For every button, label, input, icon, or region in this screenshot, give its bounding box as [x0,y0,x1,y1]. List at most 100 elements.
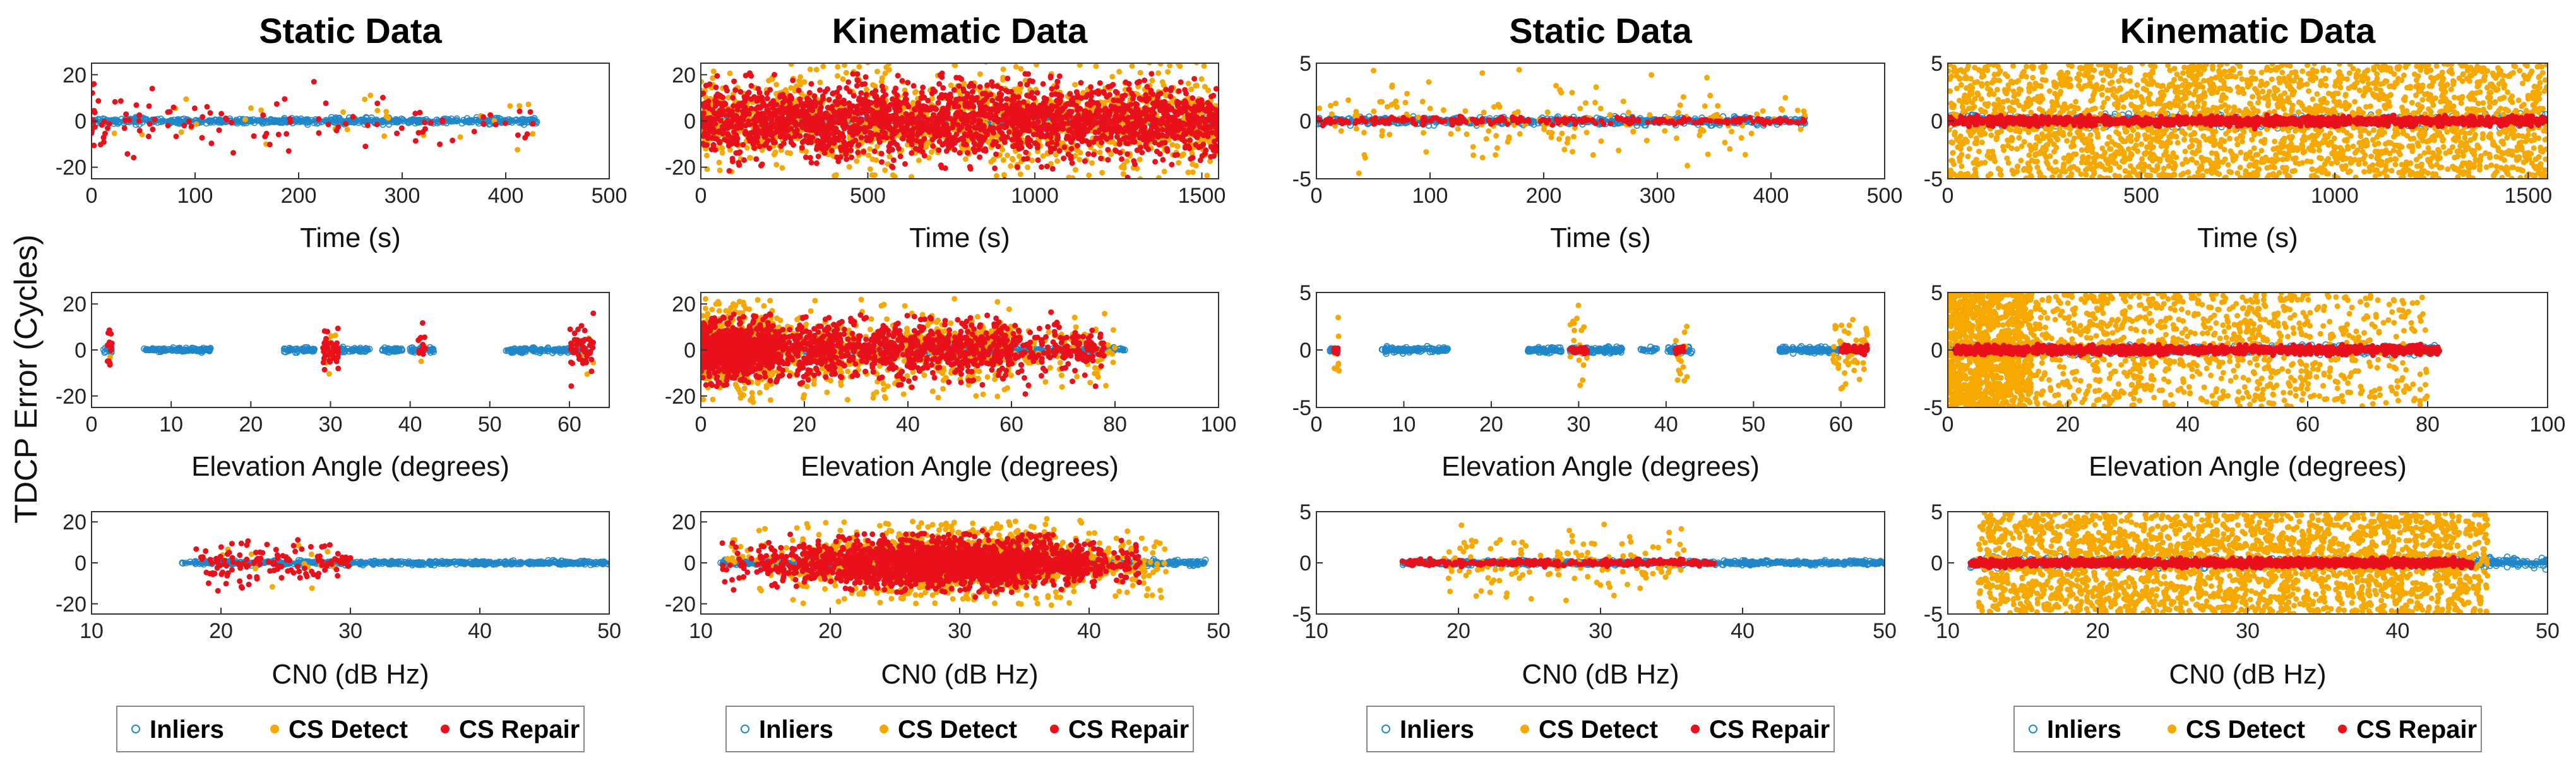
data-point [590,344,596,351]
data-point [1016,146,1022,152]
data-point [1205,87,1212,93]
data-point [862,74,869,80]
data-point [107,354,113,360]
data-point [374,121,380,128]
data-point [586,336,592,342]
data-point [200,114,206,120]
data-point [1027,78,1033,84]
x-tick-label: 50 [597,619,621,643]
data-point [991,130,996,136]
data-point [1016,153,1022,159]
data-point [1056,73,1063,80]
data-point [398,125,405,131]
x-tick-label: 0 [86,413,98,437]
figure-ylabel: TDCP Error (Cycles) [8,234,44,523]
data-point [294,563,301,570]
data-point [299,546,305,552]
data-point [1202,83,1208,90]
data-point [335,365,342,371]
y-tick-label: 20 [63,63,86,87]
data-point [897,154,903,160]
data-point [963,94,970,100]
data-point [439,117,446,123]
data-point [1190,169,1196,176]
y-tick-label: -20 [56,156,86,180]
data-point [394,130,400,136]
data-point [340,109,346,115]
data-point [229,555,236,561]
data-point [309,585,315,591]
data-point [1000,75,1006,81]
data-point [843,69,849,76]
data-point [280,553,286,559]
data-point [1142,77,1148,83]
data-point [207,110,213,116]
data-point [335,124,342,130]
data-point [1185,169,1191,176]
data-point [788,85,794,91]
data-point [784,150,790,156]
data-point [835,64,841,70]
data-point [808,160,814,166]
data-point [295,542,302,548]
data-point [1027,143,1034,150]
data-point [1156,142,1162,148]
data-point [290,570,297,576]
data-point [771,152,777,158]
data-point [862,124,868,131]
data-point [335,551,341,557]
data-point [1093,89,1099,95]
data-point [1000,66,1006,73]
data-point [584,353,590,359]
data-point [1139,150,1145,155]
data-point [221,561,227,567]
data-point [146,103,152,109]
data-point [420,351,426,357]
data-point [292,548,299,555]
data-point [527,109,534,115]
legend-box [116,706,585,752]
data-point [1109,73,1116,80]
data-point [492,121,499,128]
data-point [1213,148,1219,154]
data-point [1084,101,1090,107]
data-point [1097,80,1103,86]
data-point [1155,70,1162,76]
data-point [579,358,585,363]
data-point [316,570,322,577]
data-point [412,138,419,144]
data-point [92,130,95,136]
series-cs-repair [92,78,536,160]
data-point [1149,78,1155,83]
data-point [985,138,991,145]
data-point [303,570,309,577]
data-point [244,557,250,562]
y-tick-label: 0 [75,110,86,134]
data-point [778,147,784,154]
subplot-points [179,537,609,594]
data-point [1039,164,1044,170]
x-tick-label: 60 [558,413,581,437]
data-point [575,326,581,332]
data-point [1165,69,1171,75]
data-point [710,75,716,81]
data-point [744,145,750,151]
data-point [1073,115,1078,121]
data-point [374,100,381,107]
series-cs-repair [104,310,597,389]
data-point [328,349,335,355]
data-point [1201,63,1207,69]
data-point [320,345,326,351]
data-point [796,87,802,93]
data-point [266,142,273,148]
data-point [246,574,253,580]
data-point [741,157,747,163]
data-point [257,549,263,555]
data-point [345,557,351,563]
data-point [1121,165,1127,171]
data-point [419,320,426,326]
data-point [1072,167,1078,173]
data-point [92,142,97,148]
data-point [106,121,112,127]
data-point [229,567,235,573]
